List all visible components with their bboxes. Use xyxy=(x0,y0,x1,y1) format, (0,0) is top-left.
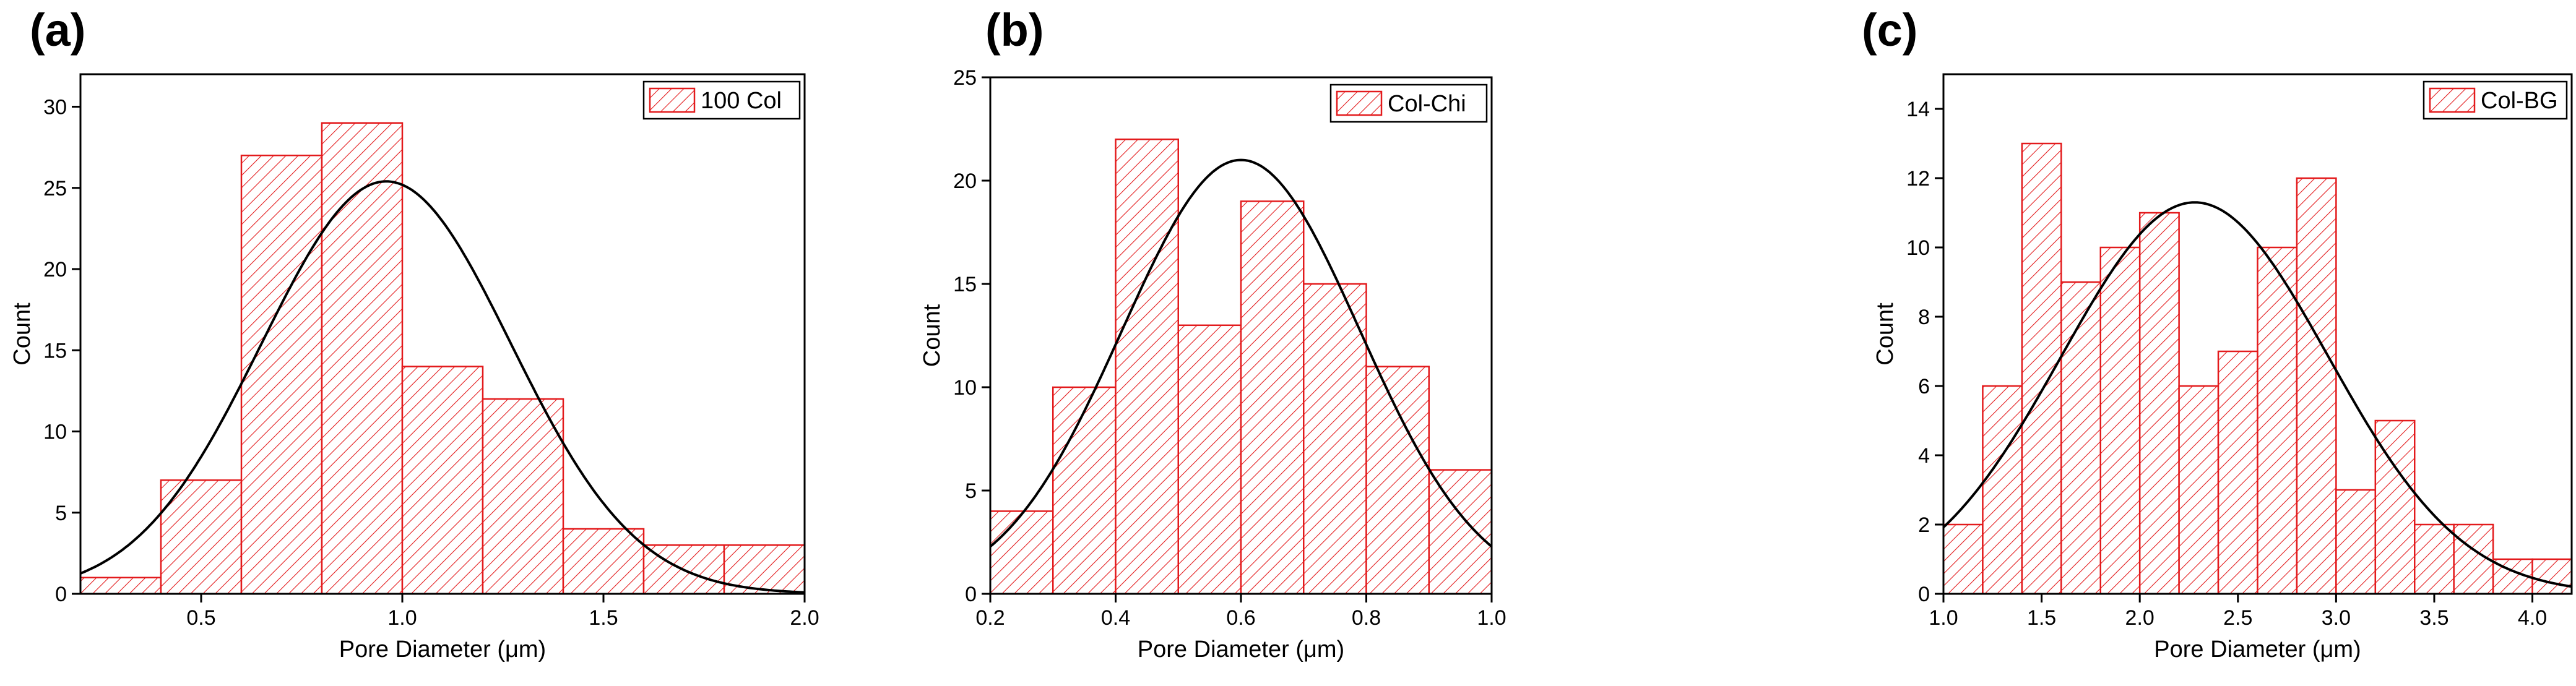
panel-label: (b) xyxy=(985,4,1044,56)
legend: 100 Col xyxy=(642,80,801,120)
legend: Col-BG xyxy=(2423,80,2568,120)
x-tick-label: 1.5 xyxy=(589,606,618,630)
panel-c: (c) 1.0 1.5 2.0 2.5 3.0 3.5 4.0 0 2 4 6 8 10 12 14 Pore… xyxy=(1721,0,2576,686)
x-tick-label: 0.6 xyxy=(1226,606,1255,630)
histogram-bar xyxy=(2060,281,2101,595)
legend: Col-Chi xyxy=(1329,84,1488,123)
y-tick-label: 4 xyxy=(1918,444,1930,468)
x-tick-label: 0.4 xyxy=(1101,606,1130,630)
histogram-bar xyxy=(1303,283,1367,595)
y-tick-label: 8 xyxy=(1918,306,1930,329)
x-tick-label: 3.5 xyxy=(2419,606,2448,630)
x-tick-label: 1.5 xyxy=(2027,606,2056,630)
histogram-bar xyxy=(321,122,404,595)
x-tick-label: 0.8 xyxy=(1352,606,1381,630)
y-tick-label: 6 xyxy=(1918,375,1930,398)
legend-swatch xyxy=(1336,90,1383,116)
y-tick-label: 0 xyxy=(55,583,67,606)
histogram-bar xyxy=(1365,366,1430,595)
x-tick-label: 3.0 xyxy=(2322,606,2351,630)
y-tick-label: 20 xyxy=(43,258,67,281)
x-tick-label: 1.0 xyxy=(387,606,417,630)
histogram-bar xyxy=(2414,523,2455,595)
histogram-bar xyxy=(1942,523,1984,595)
y-tick-label: 5 xyxy=(55,502,67,525)
y-tick-label: 25 xyxy=(953,66,977,90)
x-axis-title: Pore Diameter (μm) xyxy=(2154,637,2361,662)
histogram-bar xyxy=(401,366,484,595)
x-tick-label: 1.0 xyxy=(1929,606,1958,630)
x-tick-label: 1.0 xyxy=(1477,606,1506,630)
histogram-bar xyxy=(2257,246,2298,595)
histogram-bar xyxy=(989,510,1054,595)
plot-frame xyxy=(1942,73,2573,595)
y-tick-label: 12 xyxy=(1906,167,1930,191)
panel-b: (b) 0.2 0.4 0.6 0.8 1.0 0 5 10 15 20 25 Pore Diamet… xyxy=(860,0,1721,686)
panel-a: (a) 0.5 1.0 1.5 2.0 0 5 10 15 20 25 30 Pore Diamete… xyxy=(0,0,860,686)
x-tick-label: 2.0 xyxy=(2125,606,2155,630)
y-tick-label: 5 xyxy=(965,479,977,503)
histogram-bar xyxy=(482,398,564,595)
histogram-bar xyxy=(1177,324,1242,595)
histogram-chart: 1.0 1.5 2.0 2.5 3.0 3.5 4.0 0 2 4 6 8 10 12 14 Pore Dia… xyxy=(1872,73,2573,662)
histogram-chart: 0.5 1.0 1.5 2.0 0 5 10 15 20 25 30 Pore Diameter (μ… xyxy=(9,73,819,662)
legend-label: Col-BG xyxy=(2481,88,2558,114)
histogram-bar xyxy=(2178,385,2219,595)
x-tick-label: 4.0 xyxy=(2518,606,2547,630)
normal-fit-curve xyxy=(1943,201,2572,588)
histogram-bar xyxy=(2296,177,2337,595)
legend-label: Col-Chi xyxy=(1388,91,1466,117)
x-axis-title: Pore Diameter (μm) xyxy=(1138,637,1344,662)
histogram-bar xyxy=(240,155,323,595)
y-tick-label: 2 xyxy=(1918,513,1930,537)
histogram-bar xyxy=(2099,246,2141,595)
y-tick-label: 20 xyxy=(953,169,977,193)
histogram-bar xyxy=(1115,138,1179,595)
y-tick-label: 10 xyxy=(953,376,977,400)
y-tick-label: 25 xyxy=(43,177,67,200)
y-tick-label: 0 xyxy=(965,583,977,606)
histogram-chart: 0.2 0.4 0.6 0.8 1.0 0 5 10 15 20 25 Pore Diameter (… xyxy=(919,66,1506,662)
y-tick-label: 10 xyxy=(43,421,67,444)
histogram-bar xyxy=(79,577,162,595)
plot-frame xyxy=(79,73,806,595)
y-tick-label: 30 xyxy=(43,96,67,119)
legend-swatch xyxy=(649,87,696,113)
histogram-bar xyxy=(1428,469,1493,595)
histogram-bar xyxy=(160,479,243,595)
x-tick-label: 0.5 xyxy=(186,606,215,630)
y-tick-label: 15 xyxy=(953,273,977,296)
panel-label: (a) xyxy=(30,4,86,56)
x-tick-label: 0.2 xyxy=(975,606,1005,630)
legend-swatch xyxy=(2429,87,2476,113)
normal-fit-curve xyxy=(80,180,805,594)
y-axis-title: Count xyxy=(1872,302,1898,366)
x-axis-title: Pore Diameter (μm) xyxy=(339,637,546,662)
histogram-bar xyxy=(2138,212,2180,595)
y-tick-label: 0 xyxy=(1918,583,1930,606)
y-tick-label: 15 xyxy=(43,339,67,362)
histogram-bar xyxy=(1982,385,2023,595)
normal-fit-curve xyxy=(990,158,1492,548)
y-axis-title: Count xyxy=(919,304,945,367)
histogram-bar xyxy=(1240,200,1305,595)
y-axis-title: Count xyxy=(9,302,35,366)
histogram-bar xyxy=(562,528,645,595)
x-tick-label: 2.5 xyxy=(2223,606,2252,630)
y-tick-label: 14 xyxy=(1906,98,1930,121)
x-tick-label: 2.0 xyxy=(790,606,819,630)
legend-label: 100 Col xyxy=(701,88,782,114)
histogram-bar xyxy=(1052,386,1117,595)
y-tick-label: 10 xyxy=(1906,236,1930,260)
panel-label: (c) xyxy=(1862,4,1918,56)
histogram-bar xyxy=(2531,558,2573,595)
histogram-bar xyxy=(2217,350,2258,595)
histogram-bar xyxy=(2335,489,2377,595)
